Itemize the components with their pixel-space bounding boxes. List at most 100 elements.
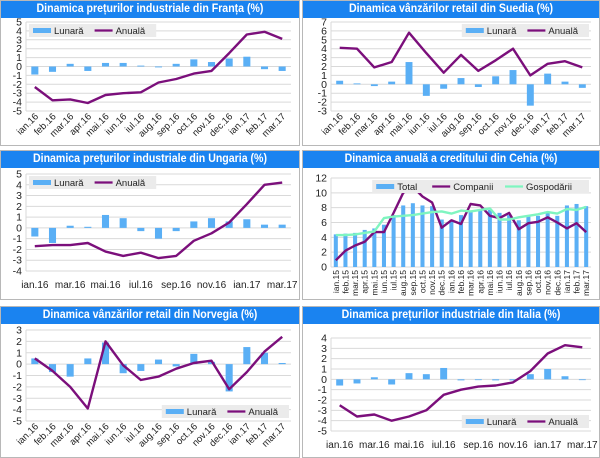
legend-label: Lunară — [487, 417, 517, 428]
bar-lunară — [561, 81, 569, 85]
y-tick-label: -3 — [318, 106, 327, 118]
chart-title: Dinamica vânzărilor retail din Suedia (%… — [314, 1, 588, 18]
legend-item: Lunară — [33, 26, 84, 37]
x-tick-label: feb.16 — [456, 270, 466, 294]
legend-label: Lunară — [54, 26, 84, 37]
bar-lunară — [561, 376, 569, 380]
y-tick-label: -5 — [13, 416, 22, 428]
bar-lunară — [225, 58, 233, 67]
legend-item: Anuală — [94, 178, 146, 189]
x-tick-label: dec.16 — [552, 270, 562, 296]
y-tick-label: -1 — [318, 88, 327, 100]
legend-background — [461, 415, 589, 428]
bar-lunară — [457, 379, 465, 381]
bar-lunară — [101, 62, 110, 67]
bar-lunară — [440, 84, 448, 89]
bar-lunară — [440, 367, 448, 380]
y-tick-label: 2 — [321, 247, 327, 259]
legend-item: Lunară — [465, 26, 517, 37]
x-tick-label: feb.17 — [572, 270, 582, 294]
x-tick-label: ian.16 — [326, 440, 354, 451]
legend-label: Gospodării — [526, 182, 572, 193]
y-tick-label: 4 — [16, 179, 22, 191]
legend-item: Gospodării — [505, 182, 572, 193]
bar-lunară — [207, 361, 216, 365]
bar-lunară — [578, 84, 586, 88]
bar-lunară — [48, 364, 57, 373]
bar-lunară — [190, 221, 198, 228]
x-tick-label: apr.16 — [475, 270, 485, 294]
bar-lunară — [101, 214, 110, 228]
bar-lunară — [48, 66, 57, 72]
y-tick-label: 4 — [321, 333, 327, 345]
bar-lunară — [137, 65, 145, 67]
y-tick-label: 4 — [321, 232, 327, 244]
line-anuala — [339, 344, 583, 422]
y-tick-label: -5 — [318, 426, 327, 438]
bar-total — [545, 212, 550, 267]
bar-lunară — [509, 70, 517, 85]
y-tick-label: -3 — [13, 88, 22, 100]
legend-background — [161, 405, 289, 418]
bar-total — [391, 215, 396, 267]
chart-franta: -5-4-3-2-1012345ian.16feb.16mar.16apr.16… — [13, 18, 291, 140]
bar-total — [526, 216, 531, 267]
x-tick-label: mai.15 — [369, 270, 379, 296]
y-tick-label: 3 — [321, 343, 327, 355]
legend-swatch-bar — [33, 180, 51, 185]
bar-lunară — [207, 62, 216, 67]
x-tick-label: mar.16 — [359, 440, 390, 451]
chart-title: Dinamica prețurilor industriale din Ital… — [314, 307, 588, 324]
bar-lunară — [243, 56, 251, 67]
bar-lunară — [154, 66, 163, 68]
x-tick-label: oct.16 — [533, 270, 543, 293]
bar-lunară — [474, 84, 482, 87]
x-tick-label: sep.16 — [161, 280, 191, 291]
chart-panel-norvegia: Dinamica vânzărilor retail din Norvegia … — [0, 306, 300, 458]
y-tick-label: 1 — [16, 212, 22, 224]
y-tick-label: -2 — [318, 395, 327, 407]
x-tick-label: ian.16 — [446, 270, 456, 293]
y-tick-label: 1 — [321, 70, 327, 82]
legend-item: Lunară — [33, 178, 84, 189]
x-tick-label: mai.16 — [394, 440, 424, 451]
bar-lunară — [190, 353, 198, 365]
bar-lunară — [66, 63, 74, 67]
line-gospodarii — [335, 205, 587, 237]
legend-background — [29, 24, 157, 37]
line-companii — [334, 185, 588, 262]
bar-total — [410, 203, 415, 267]
bar-total — [439, 219, 444, 267]
x-tick-label: iul.16 — [432, 440, 456, 451]
bar-lunară — [119, 364, 127, 374]
bar-lunară — [137, 227, 145, 232]
bar-lunară — [31, 66, 39, 75]
bar-lunară — [492, 76, 500, 85]
bar-lunară — [154, 359, 163, 365]
bar-total — [478, 209, 483, 267]
bar-lunară — [66, 225, 74, 228]
x-tick-label: mai.16 — [90, 280, 120, 291]
y-tick-label: 12 — [315, 173, 327, 185]
y-tick-label: 3 — [16, 34, 22, 46]
y-tick-label: -3 — [13, 393, 22, 405]
legend-label: Anuală — [548, 26, 578, 37]
bar-lunară — [31, 358, 39, 365]
x-tick-label: oct.15 — [417, 270, 427, 293]
bar-total — [516, 220, 521, 267]
y-tick-label: 6 — [321, 217, 327, 229]
y-tick-label: 6 — [321, 25, 327, 37]
legend-background — [29, 176, 157, 189]
bar-total — [420, 205, 425, 267]
bar-lunară — [578, 379, 586, 381]
y-tick-label: -1 — [13, 233, 22, 245]
y-tick-label: 0 — [16, 359, 22, 371]
y-tick-label: 5 — [321, 34, 327, 46]
legend-swatch-bar — [465, 28, 484, 33]
chart-legend: Lunară Anuală — [29, 24, 157, 37]
chart-legend: Lunară Anuală — [161, 405, 289, 418]
y-tick-label: 1 — [16, 347, 22, 359]
